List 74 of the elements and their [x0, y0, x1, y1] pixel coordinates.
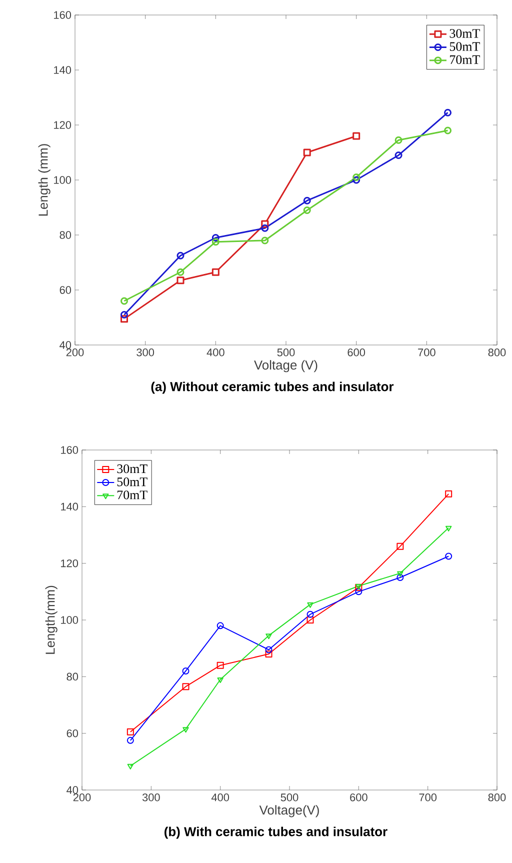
point	[397, 571, 404, 577]
legend-label: 70mT	[450, 55, 480, 64]
y-tick-label: 160	[54, 11, 72, 19]
legend-label: 50mT	[450, 42, 480, 51]
y-tick-label: 100	[61, 616, 78, 624]
point	[303, 148, 311, 156]
point	[261, 236, 269, 244]
point	[176, 276, 184, 284]
point	[217, 677, 224, 683]
point	[265, 650, 272, 658]
point	[355, 588, 362, 596]
point	[394, 136, 402, 144]
x-tick-label: 300	[142, 794, 160, 802]
x-tick-label: 200	[66, 348, 84, 356]
point	[303, 196, 311, 204]
point	[176, 252, 184, 260]
point	[126, 728, 134, 736]
y-tick-label: 40	[66, 786, 78, 794]
y-tick-label: 120	[54, 121, 72, 129]
x-tick-label: 800	[488, 348, 506, 356]
legend-label: 70mT	[118, 490, 148, 500]
point	[352, 173, 360, 181]
y-tick-label: 60	[66, 729, 78, 738]
point	[396, 542, 404, 550]
legend-label: 50mT	[117, 477, 148, 486]
y-tick-label: 160	[61, 446, 78, 454]
point	[352, 132, 360, 140]
point	[394, 151, 402, 159]
point	[212, 268, 220, 276]
point	[182, 727, 189, 733]
x-tick-label: 800	[488, 794, 506, 802]
y-tick-label: 80	[66, 672, 78, 681]
x-tick-label: 300	[136, 348, 154, 356]
x-axis-title: Voltage(V)	[259, 805, 319, 818]
text: (b) With ceramic tubes and insulator	[164, 826, 388, 839]
point	[216, 622, 224, 630]
x-tick-label: 200	[73, 794, 91, 802]
point	[212, 234, 220, 242]
point	[216, 662, 224, 669]
y-axis-title: Length (mm)	[38, 144, 50, 216]
point	[307, 602, 314, 608]
point	[266, 634, 272, 640]
legend-label: 30mT	[117, 464, 148, 474]
y-axis-title: Length(mm)	[45, 586, 58, 654]
point	[212, 238, 220, 246]
point	[306, 610, 314, 618]
x-tick-label: 500	[280, 794, 298, 802]
point	[303, 206, 311, 214]
legend-label: 30mT	[450, 29, 480, 38]
point	[265, 646, 272, 654]
x-tick-label: 700	[419, 794, 437, 802]
x-tick-label: 700	[418, 348, 436, 356]
y-tick-label: 100	[54, 176, 72, 184]
point	[176, 268, 184, 276]
point	[182, 683, 190, 690]
x-tick-label: 500	[277, 348, 295, 356]
y-tick-label: 140	[61, 502, 78, 511]
x-tick-label: 600	[348, 348, 366, 356]
x-tick-label: 600	[350, 794, 368, 802]
y-tick-label: 40	[60, 341, 72, 349]
y-tick-label: 140	[54, 66, 72, 74]
point	[396, 574, 404, 581]
x-axis-title: Voltage (V)	[254, 360, 318, 372]
point	[261, 224, 269, 232]
text: (a) Without ceramic tubes and insulator	[151, 382, 394, 394]
point	[445, 490, 452, 498]
point	[306, 616, 314, 624]
y-tick-label: 120	[61, 559, 78, 568]
point	[352, 176, 360, 184]
y-tick-label: 80	[60, 231, 72, 239]
x-tick-label: 400	[206, 348, 224, 356]
y-tick-label: 60	[60, 286, 72, 294]
x-tick-label: 400	[211, 794, 230, 802]
point	[182, 667, 190, 674]
